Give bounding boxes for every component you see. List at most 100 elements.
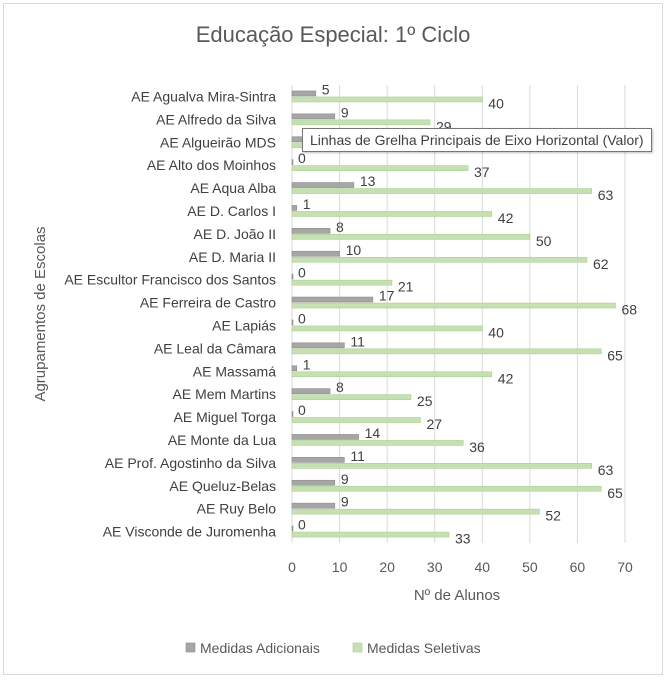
category-label: AE D. Carlos I: [187, 203, 276, 219]
category-label: AE Algueirão MDS: [160, 134, 276, 150]
bar-medidas-seletivas[interactable]: [291, 440, 464, 446]
category-label: AE Ferreira de Castro: [140, 295, 276, 311]
bar-medidas-seletivas[interactable]: [291, 211, 493, 217]
bar-medidas-seletivas[interactable]: [291, 279, 393, 286]
data-label: 0: [298, 310, 306, 326]
data-label: 52: [545, 508, 561, 524]
bar-medidas-seletivas[interactable]: [291, 234, 531, 240]
x-tick-label: 60: [570, 559, 586, 575]
data-labels: 5409290371363142850106202117680401165142…: [298, 81, 637, 546]
bar-medidas-adicionais[interactable]: [291, 319, 294, 326]
y-axis-title: Agrupamentos de Escolas: [32, 226, 49, 401]
category-label: AE Alto dos Moinhos: [147, 157, 276, 173]
category-labels: AE Agualva Mira-Sintra AE Alfredo da Silv…: [64, 88, 276, 539]
bar-medidas-adicionais[interactable]: [291, 342, 345, 349]
category-label: AE Ruy Belo: [197, 501, 277, 517]
bar-medidas-adicionais[interactable]: [291, 273, 294, 280]
bar-medidas-adicionais[interactable]: [291, 457, 345, 463]
bar-medidas-adicionais[interactable]: [291, 159, 294, 165]
x-tick-label: 20: [379, 559, 395, 575]
data-label: 0: [298, 150, 306, 166]
bar-medidas-seletivas[interactable]: [291, 188, 593, 194]
bar-medidas-seletivas[interactable]: [291, 302, 616, 309]
bar-medidas-adicionais[interactable]: [291, 434, 359, 440]
bar-medidas-adicionais[interactable]: [291, 525, 294, 532]
bar-medidas-seletivas[interactable]: [291, 371, 493, 378]
legend-swatch: [185, 642, 196, 653]
category-label: AE Monte da Lua: [168, 432, 276, 448]
category-label: AE Lapiás: [212, 317, 276, 333]
category-label: AE Leal da Câmara: [154, 340, 276, 356]
category-label: AE Queluz-Belas: [169, 478, 276, 494]
data-label: 63: [598, 462, 614, 478]
bar-medidas-adicionais[interactable]: [291, 228, 331, 234]
bar-medidas-adicionais[interactable]: [291, 411, 294, 417]
x-tick-label: 0: [288, 559, 296, 575]
legend[interactable]: Medidas Adicionais Medidas Seletivas: [185, 640, 481, 656]
bars: [291, 90, 616, 538]
bar-medidas-adicionais[interactable]: [291, 365, 298, 372]
category-label: AE Agualva Mira-Sintra: [131, 88, 276, 104]
bar-medidas-seletivas[interactable]: [291, 485, 602, 492]
category-label: AE Aqua Alba: [190, 180, 276, 196]
data-label: 25: [417, 393, 433, 409]
chart-title: Educação Especial: 1º Ciclo: [196, 22, 471, 47]
bar-medidas-adicionais[interactable]: [291, 90, 317, 97]
legend-entry[interactable]: Medidas Adicionais: [200, 640, 320, 656]
data-label: 8: [336, 379, 344, 395]
data-label: 8: [336, 219, 344, 235]
bar-medidas-seletivas[interactable]: [291, 417, 421, 423]
data-label: 11: [350, 448, 365, 464]
bar-medidas-seletivas[interactable]: [291, 119, 431, 126]
bar-medidas-seletivas[interactable]: [291, 394, 412, 400]
category-label: AE D. João II: [194, 226, 276, 242]
bar-medidas-seletivas[interactable]: [291, 165, 469, 171]
bar-medidas-seletivas[interactable]: [291, 325, 483, 332]
data-label: 9: [341, 104, 349, 120]
category-label: AE Miguel Torga: [174, 409, 277, 425]
bar-medidas-adicionais[interactable]: [291, 479, 336, 486]
data-label: 40: [488, 95, 504, 111]
category-label: AE Alfredo da Silva: [156, 111, 276, 127]
bar-medidas-adicionais[interactable]: [291, 205, 298, 211]
bar-medidas-adicionais[interactable]: [291, 296, 374, 303]
x-tick-label: 70: [617, 559, 633, 575]
legend-swatch: [352, 642, 363, 653]
data-label: 9: [341, 494, 349, 510]
bar-medidas-seletivas[interactable]: [291, 96, 483, 103]
bar-medidas-adicionais[interactable]: [291, 136, 302, 143]
x-tick-label: 40: [474, 559, 490, 575]
bar-medidas-adicionais[interactable]: [291, 113, 336, 120]
bar-medidas-adicionais[interactable]: [291, 250, 340, 257]
gridline-tooltip: Linhas de Grelha Principais de Eixo Hori…: [302, 128, 652, 152]
category-label: AE Escultor Francisco dos Santos: [64, 272, 276, 288]
data-label: 11: [350, 333, 365, 349]
data-label: 36: [469, 439, 485, 455]
data-label: 17: [379, 288, 395, 304]
bar-medidas-seletivas[interactable]: [291, 256, 588, 263]
category-label: AE Massamá: [193, 363, 276, 379]
data-label: 42: [498, 370, 514, 386]
legend-entry[interactable]: Medidas Seletivas: [367, 640, 481, 656]
bar-medidas-adicionais[interactable]: [291, 388, 331, 394]
bar-medidas-adicionais[interactable]: [291, 502, 336, 509]
data-label: 1: [303, 196, 311, 212]
data-label: 65: [607, 485, 623, 501]
bar-medidas-seletivas[interactable]: [291, 508, 540, 515]
data-label: 42: [498, 210, 514, 226]
data-label: 40: [488, 324, 504, 340]
category-label: AE Prof. Agostinho da Silva: [105, 455, 276, 471]
data-label: 63: [598, 187, 614, 203]
bar-medidas-seletivas[interactable]: [291, 348, 602, 355]
x-tick-labels: 0 10 20 30 40 50 60 70: [288, 559, 633, 575]
bar-medidas-seletivas[interactable]: [291, 463, 593, 469]
data-label: 68: [621, 302, 637, 318]
category-label: AE D. Maria II: [189, 249, 276, 265]
data-label: 5: [322, 81, 330, 97]
data-label: 14: [365, 425, 381, 441]
data-label: 62: [593, 256, 609, 272]
data-label: 33: [455, 531, 471, 547]
bar-medidas-adicionais[interactable]: [291, 182, 355, 188]
bar-medidas-seletivas[interactable]: [291, 531, 450, 538]
